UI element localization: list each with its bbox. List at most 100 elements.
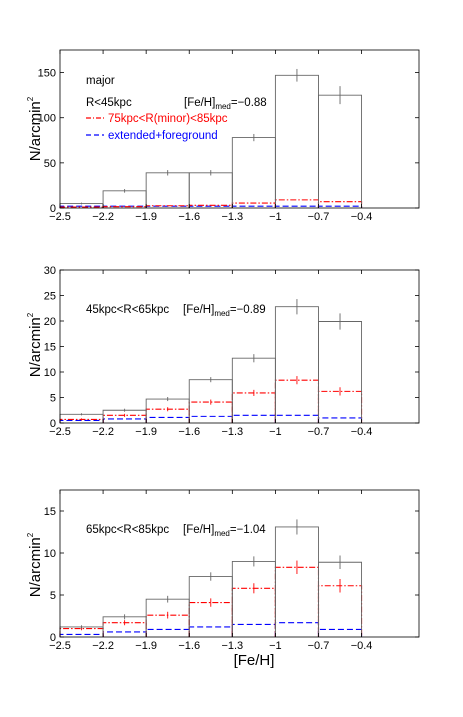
x-tick-label: −1.6 [178,211,200,223]
ticks: −2.5 −2.2 −1.9 −1.6 −1.3 −1 −0.7 −0.4 0 50 100 150 [38,50,419,223]
histogram-bar-red [317,201,363,208]
y-tick-label: 5 [50,590,56,602]
y-axis-label: N/arcmin2 [26,96,44,161]
histogram-marks [59,519,363,637]
axes-frame [59,49,420,209]
legend-red-label: 75kpc<R(minor)<85kpc [108,113,228,125]
x-tick-label: −2.2 [92,640,114,652]
x-tick-label: −1.9 [135,426,157,438]
y-tick-label: 15 [44,342,56,354]
y-tick-label: 10 [44,548,56,560]
histogram-marks [59,299,363,423]
histogram-bar-blue [274,622,320,637]
y-tick-label: 100 [38,113,56,125]
y-tick-label: 20 [44,316,56,328]
histogram-bar-total [231,560,276,637]
histogram-bar-total [274,306,319,423]
histogram-bar-total [188,172,233,208]
y-tick-label: 0 [50,418,56,430]
plot-frame [59,49,420,209]
y-tick-label: 50 [44,158,56,170]
legend: 75kpc<R(minor)<85kpc extended+foreground [86,113,228,142]
histogram-bar-total [318,561,363,637]
ticks: −2.5 −2.2 −1.9 −1.6 −1.3 −1 −0.7 −0.4 0 5 10 15 [44,490,419,652]
y-tick-label: 25 [44,291,56,303]
x-tick-label: −1.6 [178,640,200,652]
histogram-bar-total [231,137,276,208]
x-tick-label: −0.4 [351,426,373,438]
annotation-feh-median: [Fe/H]med=−1.04 [183,524,266,538]
histogram-bar-total [274,526,319,637]
x-tick-label: −2.2 [92,426,114,438]
x-tick-label: −0.4 [351,211,373,223]
histogram-bar-blue [188,626,233,637]
x-tick-label: −1 [269,640,282,652]
x-tick-label: −1.9 [135,640,157,652]
histogram-bar-blue [274,414,320,423]
x-tick-label: −1 [269,211,282,223]
histogram-bar-blue [317,417,363,423]
x-tick-label: −1.6 [178,426,200,438]
x-tick-label: −2.5 [49,426,71,438]
axes-frame [59,269,420,424]
x-tick-label: −1.9 [135,211,157,223]
panel-top: −2.5 −2.2 −1.9 −1.6 −1.3 −1 −0.7 −0.4050100150 … [26,49,420,223]
histogram-bar-blue [145,628,190,637]
histogram-bar-blue [145,416,190,423]
plot-frame [59,269,420,424]
histogram-bar-blue [102,418,147,423]
x-tick-label: −1.3 [221,426,243,438]
histogram-bar-red [231,392,276,423]
histogram-bar-total [274,74,319,208]
x-tick-label: −2.5 [49,640,71,652]
histogram-bar-blue [231,623,276,637]
x-tick-label: −2.5 [49,211,71,223]
histogram-bar-red [231,202,276,208]
annotation-radius: 45kpc<R<65kpc [86,304,169,316]
x-tick-label: −1.3 [221,211,243,223]
y-tick-label: 30 [44,265,56,277]
histogram-bar-total [318,94,363,208]
x-axis-label: [Fe/H] [234,652,275,669]
annotation-radius: R<45kpc [86,97,132,109]
histogram-bar-blue [188,415,233,423]
x-tick-label: −1.3 [221,640,243,652]
histogram-bar-red [145,408,190,423]
y-tick-label: 15 [44,506,56,518]
axes-frame [59,489,420,638]
y-axis-label: N/arcmin2 [26,312,44,377]
y-tick-label: 5 [50,393,56,405]
histogram-bar-total [145,172,190,208]
histogram-bar-red [274,566,320,637]
annotation-feh-median: [Fe/H]med=−0.89 [183,304,266,318]
histogram-bar-blue [231,414,276,423]
annotation-feh-median: [Fe/H]med=−0.88 [184,97,267,111]
x-tick-label: −1 [269,426,282,438]
panel-bottom: −2.5 −2.2 −1.9 −1.6 −1.3 −1 −0.7 −0.4 0 5 10 15 N/a… [26,489,420,652]
y-axis-label: N/arcmin2 [26,532,44,597]
legend-blue-label: extended+foreground [108,130,218,142]
y-tick-label: 150 [38,68,56,80]
annotation-major: major [86,75,115,87]
histogram-bar-blue [102,631,147,637]
histogram-bar-red [188,602,233,637]
x-tick-label: −0.7 [308,426,330,438]
histogram-bar-blue [317,628,363,637]
histogram-bar-total [318,321,363,423]
y-tick-label: 0 [50,632,56,644]
histogram-bar-red [231,587,276,637]
histogram-bar-red [274,199,320,208]
histogram-bar-total [102,190,147,208]
x-tick-label: −0.4 [351,640,373,652]
y-tick-label: 10 [44,367,56,379]
x-tick-label: −0.7 [308,211,330,223]
x-tick-label: −0.7 [308,640,330,652]
plot-frame [59,489,420,638]
histogram-bar-total [102,616,147,637]
ticks: −2.5 −2.2 −1.9 −1.6 −1.3 −1 −0.7 −0.4 0 5 10 15 20 25… [44,265,419,438]
histogram-bar-red [274,379,320,423]
x-tick-label: −2.2 [92,211,114,223]
histogram-bar-red [188,401,233,423]
annotation-radius: 65kpc<R<85kpc [86,524,169,536]
